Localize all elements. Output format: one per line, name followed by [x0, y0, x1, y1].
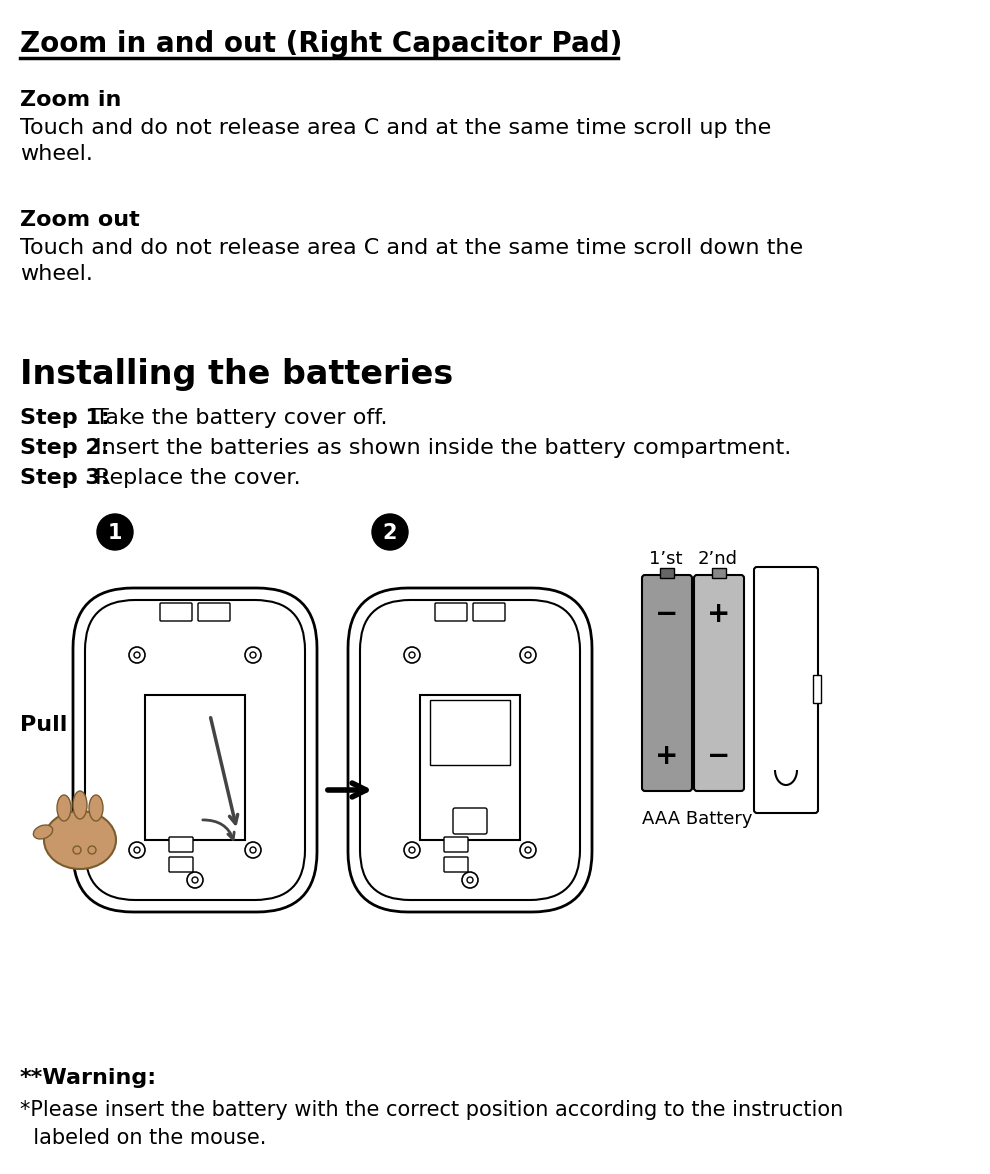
- Circle shape: [192, 877, 198, 883]
- Circle shape: [73, 846, 81, 853]
- Text: Zoom in and out (Right Capacitor Pad): Zoom in and out (Right Capacitor Pad): [20, 31, 623, 58]
- Text: Touch and do not release area C and at the same time scroll down the: Touch and do not release area C and at t…: [20, 238, 803, 258]
- Ellipse shape: [57, 795, 71, 821]
- Text: wheel.: wheel.: [20, 264, 93, 284]
- Text: Step 1:: Step 1:: [20, 409, 110, 429]
- Text: Replace the cover.: Replace the cover.: [88, 468, 301, 488]
- Text: Step 3:: Step 3:: [20, 468, 110, 488]
- Text: 1’st: 1’st: [649, 549, 683, 568]
- Ellipse shape: [89, 795, 103, 821]
- FancyBboxPatch shape: [73, 588, 317, 912]
- Text: +: +: [655, 742, 679, 770]
- Circle shape: [409, 846, 415, 853]
- Text: Step 2:: Step 2:: [20, 438, 110, 458]
- FancyBboxPatch shape: [85, 600, 305, 900]
- FancyBboxPatch shape: [198, 603, 230, 621]
- FancyBboxPatch shape: [444, 857, 468, 872]
- Text: **Warning:: **Warning:: [20, 1068, 157, 1088]
- FancyBboxPatch shape: [453, 808, 487, 834]
- Circle shape: [250, 652, 256, 657]
- Bar: [660, 568, 674, 578]
- Circle shape: [404, 647, 420, 663]
- Circle shape: [134, 652, 140, 657]
- Text: wheel.: wheel.: [20, 144, 93, 164]
- Circle shape: [245, 647, 261, 663]
- Bar: [420, 695, 520, 841]
- Text: labeled on the mouse.: labeled on the mouse.: [20, 1128, 266, 1148]
- Bar: [813, 675, 821, 703]
- Text: Take the battery cover off.: Take the battery cover off.: [88, 409, 387, 429]
- Text: 2: 2: [383, 522, 397, 544]
- Circle shape: [97, 514, 133, 549]
- Text: AAA Battery: AAA Battery: [642, 810, 752, 828]
- Ellipse shape: [44, 811, 116, 869]
- Circle shape: [525, 652, 531, 657]
- Circle shape: [467, 877, 473, 883]
- Circle shape: [129, 842, 145, 858]
- Circle shape: [525, 846, 531, 853]
- FancyBboxPatch shape: [360, 600, 580, 900]
- Ellipse shape: [73, 791, 87, 819]
- Circle shape: [187, 872, 203, 888]
- Circle shape: [404, 842, 420, 858]
- Circle shape: [129, 647, 145, 663]
- Circle shape: [250, 846, 256, 853]
- FancyBboxPatch shape: [754, 567, 818, 814]
- FancyBboxPatch shape: [169, 857, 193, 872]
- FancyBboxPatch shape: [435, 603, 467, 621]
- FancyBboxPatch shape: [473, 603, 505, 621]
- FancyBboxPatch shape: [169, 837, 193, 852]
- Text: Zoom in: Zoom in: [20, 90, 122, 110]
- FancyBboxPatch shape: [642, 575, 692, 791]
- Circle shape: [409, 652, 415, 657]
- Circle shape: [520, 842, 536, 858]
- Ellipse shape: [34, 825, 52, 839]
- FancyBboxPatch shape: [348, 588, 592, 912]
- FancyBboxPatch shape: [444, 837, 468, 852]
- Circle shape: [520, 647, 536, 663]
- Text: 2’nd: 2’nd: [698, 549, 738, 568]
- Text: Pull: Pull: [20, 715, 67, 735]
- Text: Touch and do not release area C and at the same time scroll up the: Touch and do not release area C and at t…: [20, 119, 771, 139]
- Text: Insert the batteries as shown inside the battery compartment.: Insert the batteries as shown inside the…: [88, 438, 791, 458]
- Circle shape: [245, 842, 261, 858]
- FancyBboxPatch shape: [160, 603, 192, 621]
- Circle shape: [134, 846, 140, 853]
- Circle shape: [462, 872, 478, 888]
- FancyBboxPatch shape: [694, 575, 744, 791]
- Text: −: −: [655, 600, 678, 628]
- Bar: [145, 695, 245, 841]
- Text: +: +: [707, 600, 731, 628]
- Bar: [430, 700, 510, 765]
- Circle shape: [372, 514, 408, 549]
- Text: Installing the batteries: Installing the batteries: [20, 358, 453, 391]
- Bar: [712, 568, 726, 578]
- Text: Zoom out: Zoom out: [20, 210, 140, 230]
- Circle shape: [88, 846, 96, 853]
- Text: −: −: [708, 742, 731, 770]
- Text: 1: 1: [108, 522, 122, 544]
- Text: *Please insert the battery with the correct position according to the instructio: *Please insert the battery with the corr…: [20, 1100, 843, 1120]
